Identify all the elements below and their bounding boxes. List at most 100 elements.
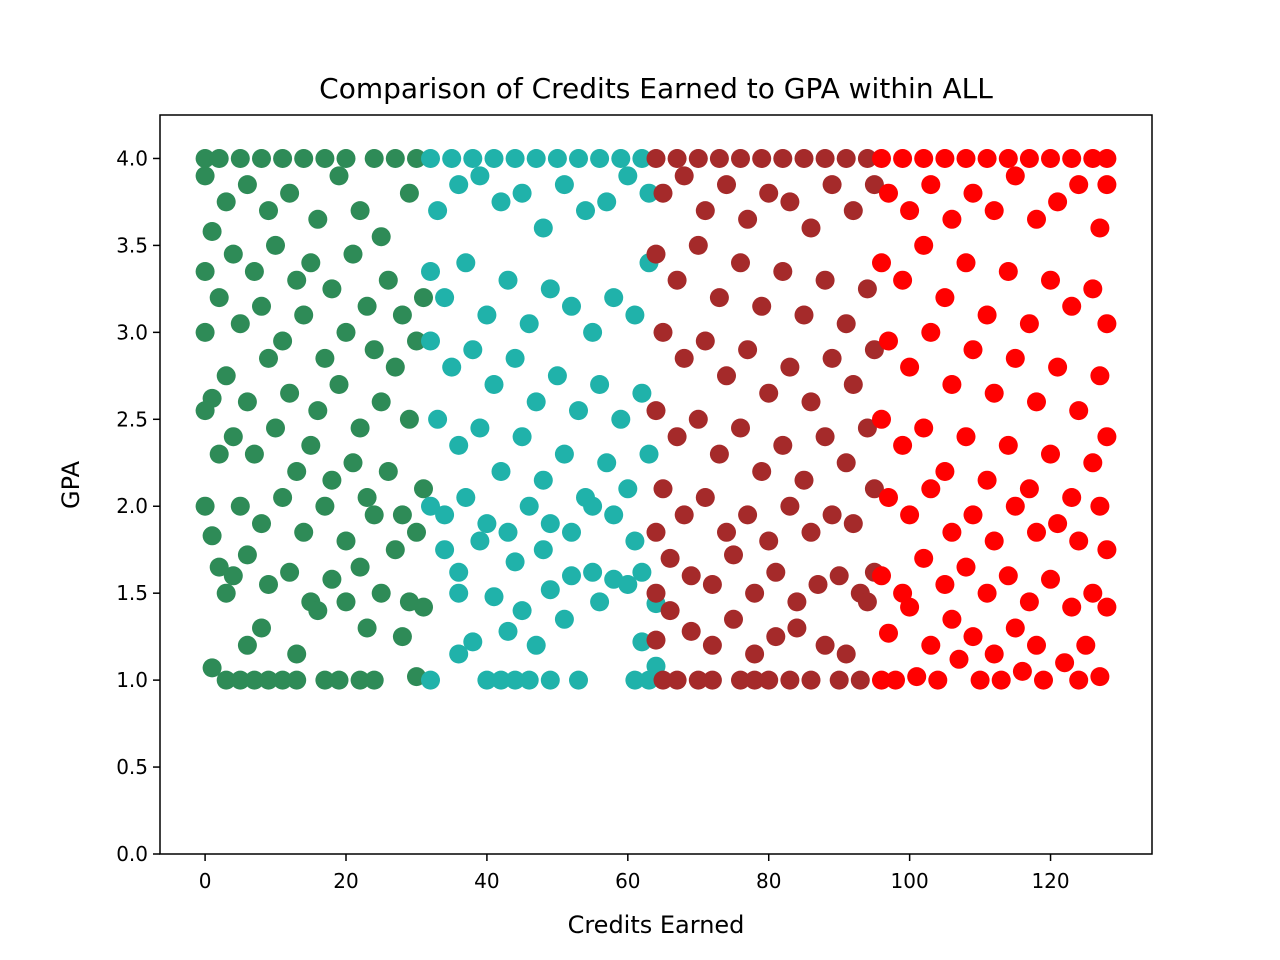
data-point — [850, 670, 870, 690]
data-point — [660, 548, 680, 568]
data-point — [562, 566, 581, 586]
data-point — [540, 514, 560, 534]
data-point — [745, 670, 765, 690]
data-point — [209, 288, 229, 308]
data-point — [709, 149, 729, 168]
data-point — [1005, 348, 1025, 368]
data-point — [709, 444, 729, 464]
data-point — [815, 427, 835, 447]
data-point — [428, 201, 448, 221]
data-point — [900, 201, 920, 221]
data-point — [209, 149, 229, 168]
data-point — [195, 262, 215, 281]
data-point — [329, 375, 349, 394]
data-point — [301, 435, 321, 455]
data-point — [202, 526, 222, 546]
data-point — [843, 375, 863, 394]
data-point — [639, 670, 659, 690]
data-point — [872, 253, 891, 273]
data-point — [357, 618, 377, 638]
data-point — [1048, 192, 1068, 212]
data-point — [237, 635, 257, 655]
data-point — [1041, 270, 1060, 290]
data-point — [1097, 597, 1117, 617]
data-point — [1034, 670, 1053, 690]
data-point — [392, 627, 412, 647]
y-tick-label: 4.0 — [116, 146, 148, 170]
data-point — [1027, 392, 1046, 412]
data-point — [688, 409, 708, 429]
data-point — [611, 149, 631, 168]
data-point — [562, 296, 581, 316]
data-point — [449, 562, 469, 582]
axes: 0 20 40 60 80 100 120 0.0 0.5 1.0 1.5 2.0 2.5 3.0 3.5 4… — [116, 146, 1069, 893]
data-point — [942, 375, 962, 394]
data-point — [1062, 488, 1082, 507]
data-point — [660, 601, 680, 621]
data-point — [731, 253, 750, 273]
y-tick-label: 2.5 — [116, 407, 148, 431]
data-point — [942, 522, 962, 542]
data-point — [463, 149, 483, 168]
data-point — [533, 218, 553, 238]
data-point — [1069, 175, 1089, 195]
data-point — [970, 670, 990, 690]
data-point — [421, 496, 440, 516]
data-point — [195, 149, 215, 168]
data-point — [998, 262, 1018, 281]
data-point — [308, 209, 328, 229]
data-point — [336, 592, 356, 612]
data-point — [407, 331, 426, 351]
data-point — [449, 644, 469, 664]
data-point — [991, 670, 1011, 690]
data-point — [879, 488, 898, 507]
data-point — [1083, 583, 1103, 603]
y-tick-label: 1.0 — [116, 668, 148, 692]
data-point — [907, 667, 927, 687]
data-point — [252, 514, 271, 534]
data-point — [921, 175, 941, 195]
data-point — [731, 670, 750, 690]
data-point — [266, 418, 285, 438]
data-point — [695, 201, 715, 221]
data-point — [773, 435, 793, 455]
data-point — [202, 222, 222, 241]
data-point — [252, 296, 271, 316]
data-point — [857, 418, 877, 438]
data-point — [702, 635, 722, 655]
data-point — [724, 545, 743, 565]
data-point — [864, 340, 884, 360]
data-point — [407, 522, 426, 542]
data-point — [1090, 366, 1110, 386]
data-point — [329, 166, 349, 186]
data-point — [1012, 661, 1032, 681]
data-point — [984, 201, 1004, 221]
data-point — [414, 597, 433, 617]
data-point — [583, 496, 603, 516]
data-point — [921, 479, 941, 499]
data-point — [702, 670, 722, 690]
data-point — [414, 288, 433, 308]
series-0 — [195, 149, 433, 690]
data-point — [287, 670, 307, 690]
data-point — [794, 305, 814, 325]
data-point — [350, 670, 370, 690]
data-point — [336, 322, 356, 342]
data-point — [724, 609, 743, 629]
data-point — [780, 192, 800, 212]
data-point — [421, 331, 440, 351]
data-point — [554, 175, 574, 195]
data-point — [308, 601, 328, 621]
data-point — [787, 592, 807, 612]
data-point — [632, 632, 652, 652]
data-point — [780, 357, 800, 377]
data-point — [583, 562, 603, 582]
data-point — [421, 670, 440, 690]
data-point — [815, 149, 835, 168]
x-tick-label: 0 — [199, 869, 212, 893]
data-point — [554, 609, 574, 629]
data-point — [385, 540, 405, 560]
data-point — [195, 322, 215, 342]
data-point — [569, 401, 588, 421]
data-point — [350, 201, 370, 221]
